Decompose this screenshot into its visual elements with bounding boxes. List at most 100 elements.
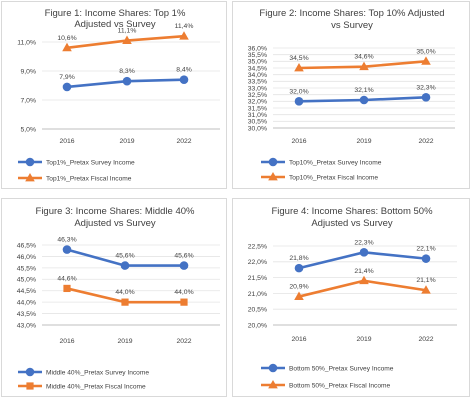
chart-title-line: Adjusted vs Survey xyxy=(74,218,156,229)
x-tick-label: 2022 xyxy=(176,338,191,345)
data-point xyxy=(179,75,189,84)
y-tick-label: 5,0% xyxy=(21,126,37,133)
figure-2-chart: Figure 2: Income Shares: Top 10% Adjuste… xyxy=(248,8,455,181)
legend-swatch-marker xyxy=(268,157,278,167)
legend-label: Top1%_Pretax Survey Income xyxy=(46,159,135,166)
data-label: 34,5% xyxy=(289,55,308,62)
series-fiscal xyxy=(63,284,188,306)
data-label: 10,6% xyxy=(57,35,76,42)
y-tick-label: 44,0% xyxy=(17,300,36,307)
legend-swatch-marker xyxy=(268,172,278,181)
figure-4-chart: Figure 4: Income Shares: Bottom 50%Adjus… xyxy=(248,206,457,389)
legend-swatch-marker xyxy=(25,157,35,167)
data-label: 35,0% xyxy=(416,48,435,55)
y-tick-label: 35,5% xyxy=(248,52,267,59)
legend-label: Bottom 50%_Pretax Survey Income xyxy=(289,365,394,372)
y-tick-label: 35,0% xyxy=(248,59,267,66)
y-tick-label: 21,0% xyxy=(248,291,267,298)
y-tick-label: 32,0% xyxy=(248,99,267,106)
data-label: 22,1% xyxy=(416,246,435,253)
y-tick-label: 31,0% xyxy=(248,112,267,119)
data-point xyxy=(294,291,304,300)
y-tick-label: 7,0% xyxy=(21,97,37,104)
chart-title-line: Figure 4: Income Shares: Bottom 50% xyxy=(271,206,433,217)
chart-title-line: Adjusted vs Survey xyxy=(74,19,156,30)
chart-title-line: vs Survey xyxy=(331,20,373,31)
x-tick-label: 2019 xyxy=(117,338,132,345)
legend-label: Top10%_Pretax Survey Income xyxy=(289,159,382,166)
data-point xyxy=(359,248,369,257)
y-tick-label: 33,5% xyxy=(248,79,267,86)
y-tick-label: 20,5% xyxy=(248,307,267,314)
legend-label: Top1%_Pretax Fiscal Income xyxy=(46,175,132,182)
x-tick-label: 2016 xyxy=(59,338,74,345)
series-fiscal xyxy=(294,275,431,300)
data-label: 44,6% xyxy=(57,275,76,282)
data-point xyxy=(62,82,72,92)
data-point xyxy=(122,76,132,86)
data-label: 32,0% xyxy=(289,88,308,95)
series-fiscal xyxy=(294,56,431,72)
legend-swatch-marker xyxy=(26,382,34,390)
data-point xyxy=(359,61,369,71)
data-point xyxy=(294,263,304,273)
y-tick-label: 46,0% xyxy=(17,254,36,261)
y-tick-label: 43,5% xyxy=(17,311,36,318)
data-point xyxy=(180,298,188,306)
data-label: 21,1% xyxy=(416,277,435,284)
legend-label: Middle 40%_Pretax Fiscal Income xyxy=(46,383,146,390)
data-point xyxy=(359,275,369,285)
data-label: 11,4% xyxy=(175,23,194,30)
data-label: 20,9% xyxy=(289,284,308,291)
data-label: 8,4% xyxy=(176,67,192,74)
y-tick-label: 43,0% xyxy=(17,322,36,329)
data-label: 46,3% xyxy=(57,237,76,244)
x-tick-label: 2019 xyxy=(356,336,371,343)
y-tick-label: 9,0% xyxy=(21,68,37,75)
data-point xyxy=(359,95,369,105)
y-tick-label: 44,5% xyxy=(17,288,36,295)
data-point xyxy=(294,63,304,72)
data-point xyxy=(120,261,130,270)
legend-swatch-marker xyxy=(268,380,278,389)
legend-label: Bottom 50%_Pretax Fiscal Income xyxy=(289,382,390,389)
x-tick-label: 2022 xyxy=(176,138,191,145)
data-label: 45,6% xyxy=(174,253,193,260)
legend-label: Top10%_Pretax Fiscal Income xyxy=(289,174,378,181)
data-point xyxy=(421,254,431,263)
y-tick-label: 32,5% xyxy=(248,92,267,99)
data-point xyxy=(179,261,189,270)
x-tick-label: 2019 xyxy=(356,138,371,145)
x-tick-label: 2022 xyxy=(418,336,433,343)
data-label: 32,1% xyxy=(354,87,373,94)
x-tick-label: 2016 xyxy=(291,138,306,145)
data-point xyxy=(63,284,71,293)
data-point xyxy=(179,31,189,40)
y-tick-label: 30,0% xyxy=(248,125,267,132)
y-tick-label: 46,5% xyxy=(17,242,36,249)
series-survey xyxy=(294,248,431,273)
series-fiscal xyxy=(62,31,189,52)
figure-3-panel: Figure 3: Income Shares: Middle 40% Adjus… xyxy=(1,198,227,397)
data-label: 22,3% xyxy=(354,239,373,246)
legend-swatch-marker xyxy=(268,363,278,373)
data-point xyxy=(122,35,132,44)
y-tick-label: 34,5% xyxy=(248,65,267,72)
data-point xyxy=(121,298,129,306)
figure-4-panel: Figure 4: Income Shares: Bottom 50% Adjus… xyxy=(232,198,470,397)
y-tick-label: 20,0% xyxy=(248,322,267,329)
y-tick-label: 22,0% xyxy=(248,259,267,266)
data-label: 11,1% xyxy=(118,28,137,35)
series-survey xyxy=(62,245,189,270)
legend-label: Middle 40%_Pretax Survey Income xyxy=(46,369,149,376)
data-point xyxy=(421,285,431,294)
x-tick-label: 2022 xyxy=(418,138,433,145)
y-tick-label: 33,0% xyxy=(248,85,267,92)
x-tick-label: 2016 xyxy=(291,336,306,343)
data-label: 7,9% xyxy=(59,74,75,81)
data-label: 44,0% xyxy=(115,289,134,296)
figure-3-chart: Figure 3: Income Shares: Middle 40%Adjus… xyxy=(17,206,220,390)
data-point xyxy=(421,56,431,65)
legend-swatch-marker xyxy=(25,367,35,377)
chart-title-line: Figure 3: Income Shares: Middle 40% xyxy=(36,206,195,217)
